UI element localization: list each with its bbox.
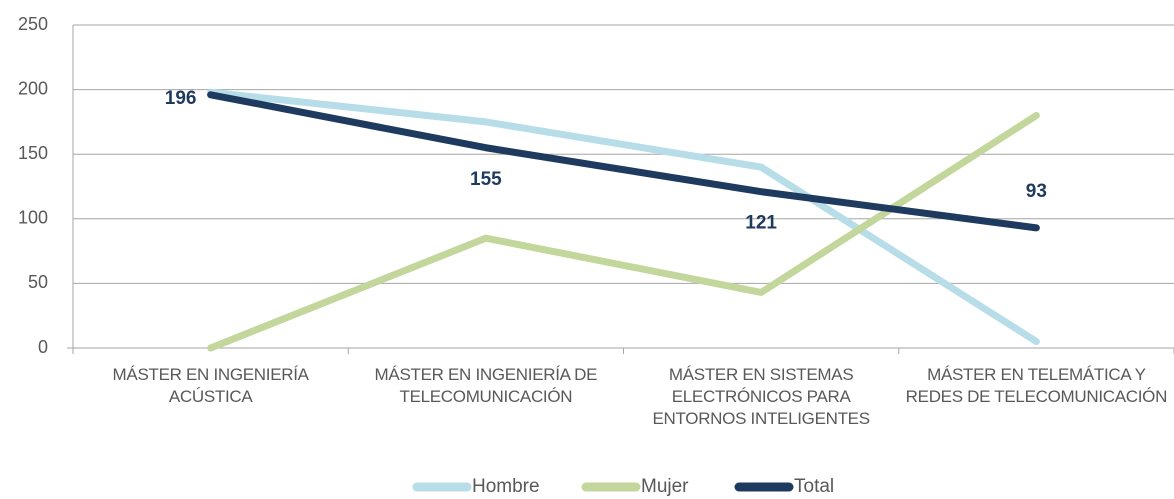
x-tick-label: MÁSTER EN INGENIERÍA ACÚSTICA [112, 365, 309, 406]
legend-label: Total [794, 476, 834, 497]
data-label: 196 [165, 88, 197, 109]
y-tick-label: 50 [28, 272, 48, 292]
y-tick-label: 150 [18, 143, 48, 163]
data-label: 155 [470, 169, 502, 190]
line-series [207, 111, 1040, 352]
y-tick-label: 250 [18, 14, 48, 34]
y-tick-label: 100 [18, 208, 48, 228]
x-tick-label: MÁSTER EN SISTEMAS ELECTRÓNICOS PARA ENT… [652, 365, 870, 428]
y-tick-label: 0 [38, 337, 48, 357]
line-series [207, 91, 1040, 232]
y-tick-label: 200 [18, 78, 48, 98]
line-series [207, 88, 1040, 346]
legend-label: Mujer [641, 476, 689, 497]
legend-label: Hombre [472, 476, 540, 497]
data-label: 93 [1026, 181, 1047, 202]
x-tick-label: MÁSTER EN INGENIERÍA DE TELECOMUNICACIÓN [374, 365, 598, 406]
x-tick-label: MÁSTER EN TELEMÁTICA Y REDES DE TELECOMU… [905, 365, 1168, 406]
data-label: 121 [745, 213, 777, 234]
